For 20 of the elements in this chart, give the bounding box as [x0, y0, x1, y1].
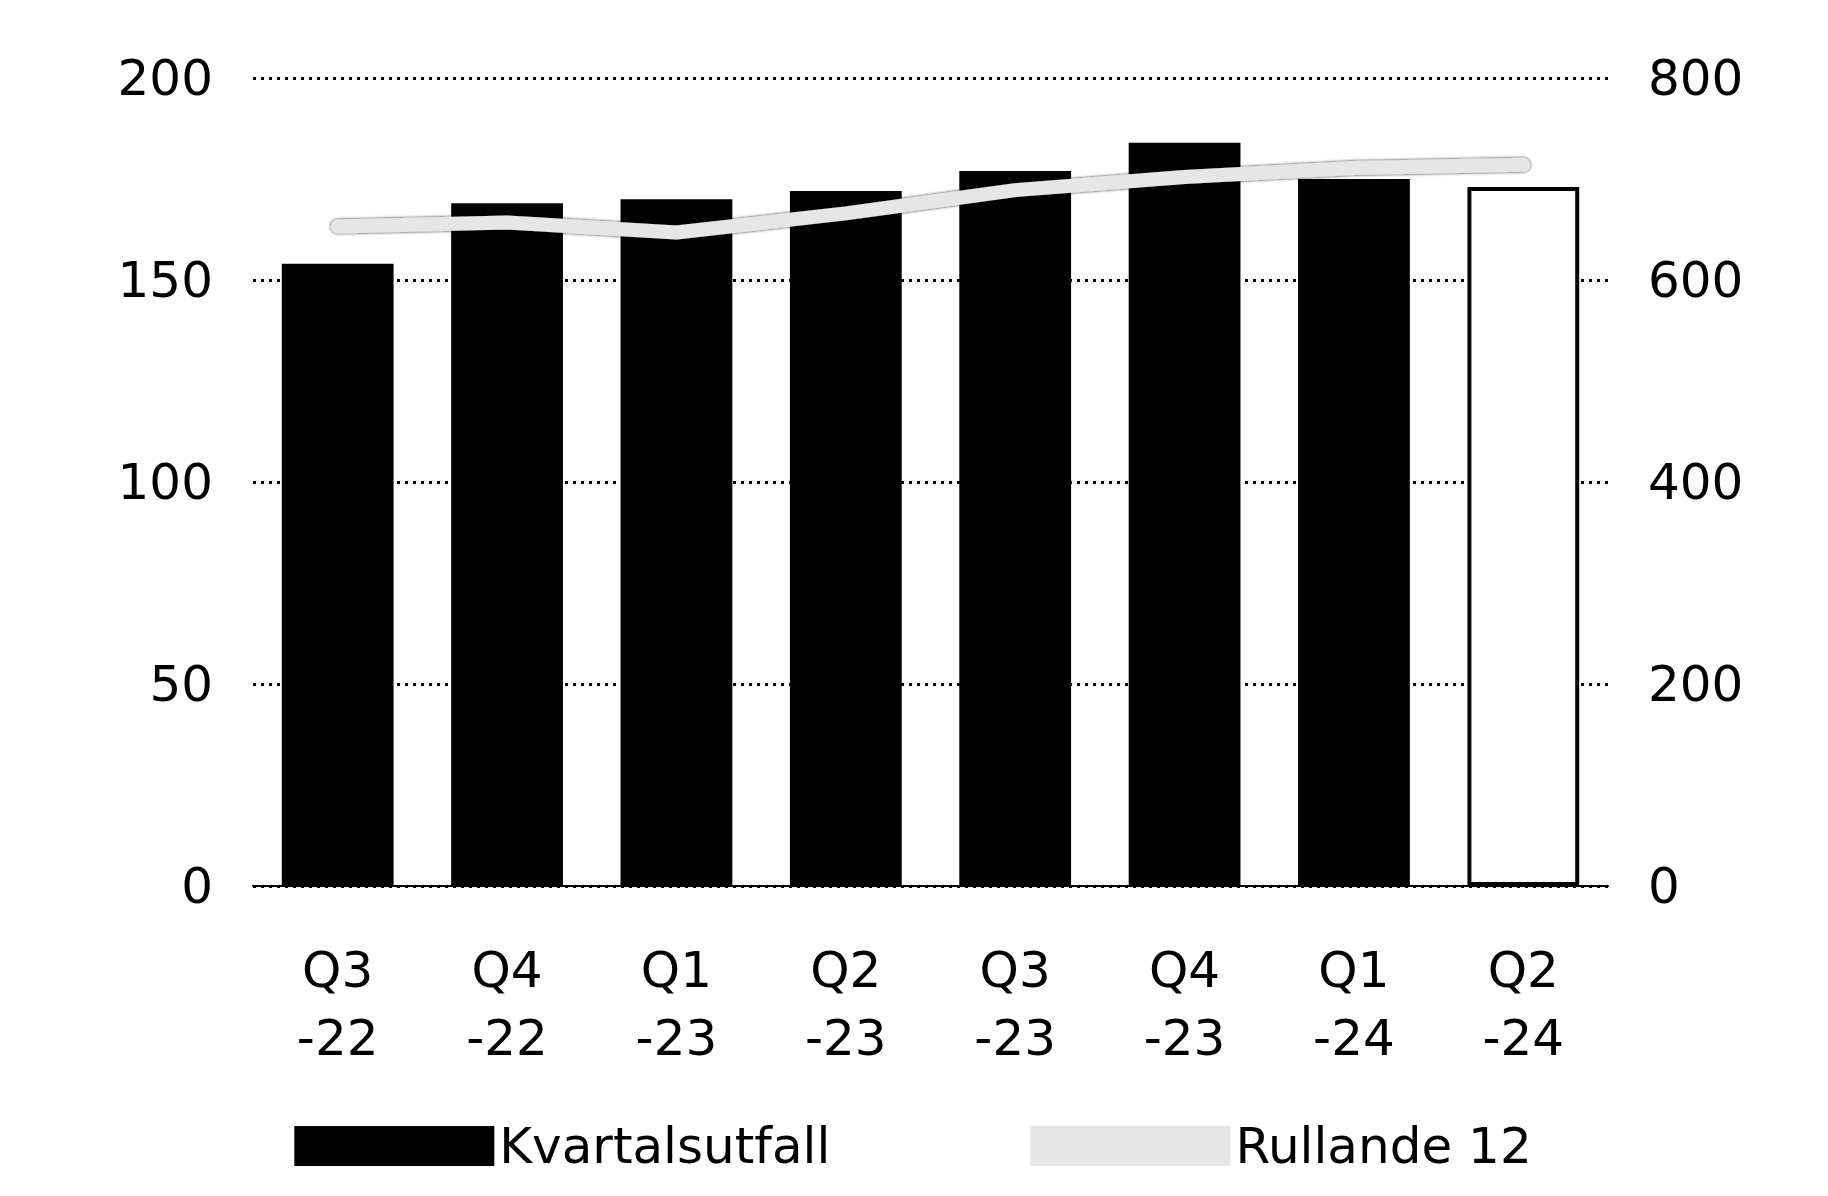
x-tick-label: Q3 -23: [974, 941, 1057, 1067]
y2-tick-label: 800: [1648, 49, 1744, 107]
y2-tick-label: 600: [1648, 251, 1744, 309]
legend-label: Kvartalsutfall: [499, 1117, 831, 1175]
y-tick-label: 0: [181, 857, 213, 915]
x-tick-label: Q3 -22: [296, 941, 379, 1067]
x-tick-label: Q2 -24: [1482, 941, 1565, 1067]
x-tick-label: Q4 -23: [1143, 941, 1226, 1067]
y-tick-label: 50: [149, 655, 213, 713]
y-tick-label: 150: [117, 251, 213, 309]
y-tick-label: 200: [117, 49, 213, 107]
legend-label: Rullande 12: [1235, 1117, 1532, 1175]
y2-tick-label: 200: [1648, 655, 1744, 713]
x-tick-label: Q1 -23: [635, 941, 718, 1067]
x-tick-label: Q2 -23: [804, 941, 887, 1067]
x-tick-label: Q4 -22: [466, 941, 548, 1067]
y2-tick-label: 0: [1648, 857, 1680, 915]
x-tick-label: Q1 -24: [1313, 941, 1395, 1067]
y-tick-label: 100: [117, 453, 213, 511]
y2-tick-label: 400: [1648, 453, 1744, 511]
